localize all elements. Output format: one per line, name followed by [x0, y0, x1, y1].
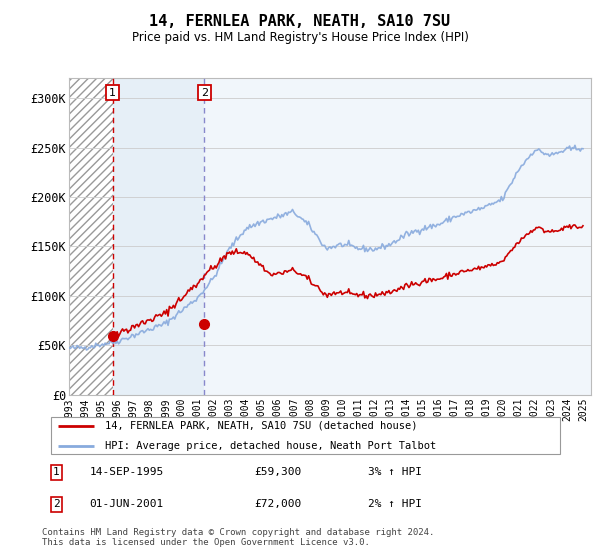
Text: £72,000: £72,000 — [254, 500, 302, 509]
FancyBboxPatch shape — [50, 417, 560, 454]
Bar — [69, 78, 113, 395]
Text: 2: 2 — [200, 87, 208, 97]
Text: £59,300: £59,300 — [254, 467, 302, 477]
Text: 1: 1 — [109, 87, 116, 97]
Text: 1: 1 — [53, 467, 60, 477]
Text: 2: 2 — [53, 500, 60, 509]
Bar — [204, 78, 591, 395]
Text: Price paid vs. HM Land Registry's House Price Index (HPI): Price paid vs. HM Land Registry's House … — [131, 31, 469, 44]
Text: 14, FERNLEA PARK, NEATH, SA10 7SU: 14, FERNLEA PARK, NEATH, SA10 7SU — [149, 14, 451, 29]
Text: 3% ↑ HPI: 3% ↑ HPI — [368, 467, 422, 477]
Text: 14-SEP-1995: 14-SEP-1995 — [89, 467, 164, 477]
Text: HPI: Average price, detached house, Neath Port Talbot: HPI: Average price, detached house, Neat… — [105, 441, 436, 451]
Text: 2% ↑ HPI: 2% ↑ HPI — [368, 500, 422, 509]
Text: 01-JUN-2001: 01-JUN-2001 — [89, 500, 164, 509]
Text: 14, FERNLEA PARK, NEATH, SA10 7SU (detached house): 14, FERNLEA PARK, NEATH, SA10 7SU (detac… — [105, 421, 417, 431]
Text: Contains HM Land Registry data © Crown copyright and database right 2024.
This d: Contains HM Land Registry data © Crown c… — [42, 528, 434, 547]
Bar — [113, 78, 204, 395]
